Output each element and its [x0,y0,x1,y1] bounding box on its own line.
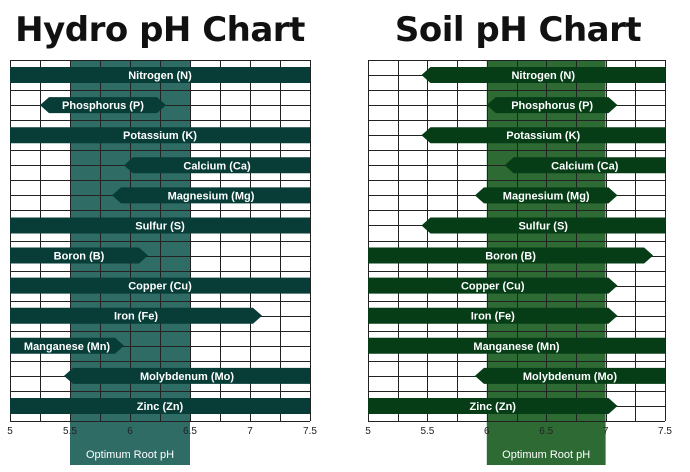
hydro-bar [40,97,166,114]
soil-bar-label: Boron (B) [485,251,536,263]
hydro-bar-label: Zinc (Zn) [137,401,184,413]
soil-bar [368,247,654,264]
soil-x-tick-label: 6 [484,426,490,437]
hydro-x-tick-label: 6 [127,426,133,437]
hydro-x-tick-label: 7 [247,426,253,437]
soil-x-tick-label: 5.5 [420,426,434,437]
soil-bar [421,127,665,144]
soil-optimum-label: Optimum Root pH [502,449,590,461]
soil-bar-label: Manganese (Mn) [473,341,560,353]
hydro-bar-label: Boron (B) [54,251,105,263]
soil-chart: Nitrogen (N) Phosphorus (P) Potassium (K) C… [365,60,672,465]
hydro-bar-label: Sulfur (S) [135,220,185,232]
hydro-x-tick-label: 7.5 [303,426,317,437]
soil-x-tick-label: 7 [603,426,609,437]
hydro-bar [10,307,262,324]
soil-bar [368,337,665,354]
hydro-bar-label: Iron (Fe) [114,311,158,323]
hydro-bar-label: Manganese (Mn) [24,341,111,353]
hydro-bar [10,337,124,354]
soil-bar [368,397,618,414]
soil-bar [474,187,618,204]
hydro-bar-label: Phosphorus (P) [62,100,144,112]
soil-bar [368,307,618,324]
hydro-bar [124,157,310,174]
hydro-bar-label: Copper (Cu) [128,281,192,293]
hydro-grid [10,60,311,422]
hydro-bar [10,247,148,264]
hydro-bar-label: Potassium (K) [123,130,197,142]
soil-bar-label: Copper (Cu) [461,281,525,293]
soil-x-tick-label: 6.5 [539,426,553,437]
hydro-bar [10,217,310,234]
soil-x-tick-label: 7.5 [658,426,672,437]
soil-bar-label: Potassium (K) [506,130,580,142]
soil-bar [421,67,665,84]
soil-x-tick-label: 5 [365,426,371,437]
soil-bar-label: Zinc (Zn) [470,401,517,413]
soil-bar-label: Calcium (Ca) [551,160,619,172]
soil-bar [504,157,665,174]
hydro-bar [10,127,310,144]
hydro-bar [112,187,310,204]
hydro-x-tick-label: 6.5 [183,426,197,437]
soil-bar-label: Molybdenum (Mo) [523,371,617,383]
soil-bar [474,367,665,384]
soil-bar-label: Phosphorus (P) [511,100,593,112]
soil-chart-title: Soil pH Chart [394,10,642,50]
hydro-bar-label: Calcium (Ca) [183,160,251,172]
soil-bar [421,217,665,234]
soil-bar-label: Magnesium (Mg) [503,190,590,202]
hydro-bar [64,367,310,384]
soil-bar-label: Nitrogen (N) [511,70,575,82]
soil-bar [368,277,618,294]
hydro-bar [10,397,310,414]
hydro-bar-label: Nitrogen (N) [128,70,192,82]
hydro-x-tick-label: 5.5 [63,426,77,437]
hydro-x-tick-label: 5 [7,426,13,437]
soil-bar [486,97,618,114]
hydro-chart: Nitrogen (N) Phosphorus (P) Potassium (K) C… [7,60,317,465]
soil-bar-label: Sulfur (S) [518,220,568,232]
hydro-bar-label: Molybdenum (Mo) [140,371,234,383]
hydro-bar [10,67,310,84]
hydro-bar-label: Magnesium (Mg) [168,190,255,202]
hydro-bar [10,277,310,294]
soil-bar-label: Iron (Fe) [471,311,515,323]
hydro-optimum-label: Optimum Root pH [86,449,174,461]
hydro-chart-title: Hydro pH Chart [15,10,305,50]
